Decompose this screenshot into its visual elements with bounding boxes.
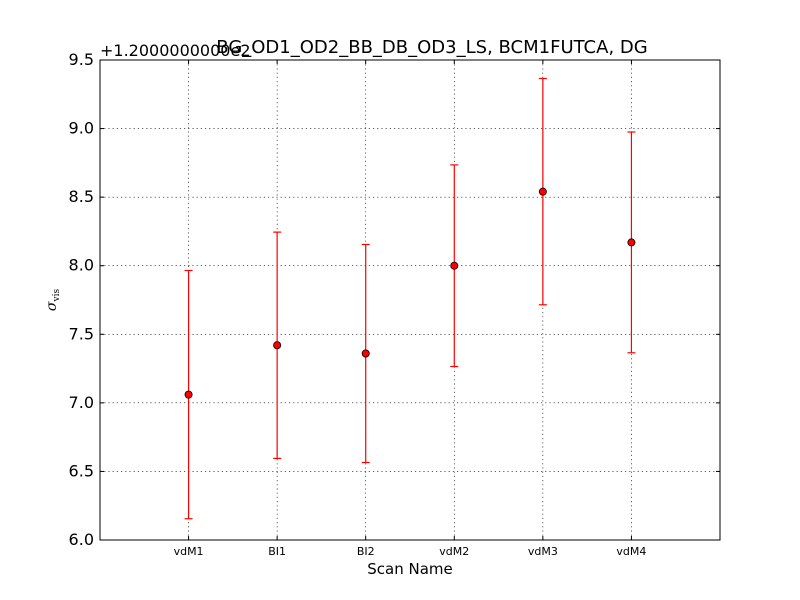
data-point — [450, 261, 459, 270]
x-tick-label: vdM3 — [528, 545, 558, 558]
y-tick-label: 8.5 — [69, 187, 94, 206]
y-tick-label: 9.0 — [69, 119, 94, 138]
data-point — [361, 349, 370, 358]
x-axis-ticks: vdM1 BI1 BI2 vdM2 vdM3 vdM4 — [174, 60, 646, 558]
data-point — [627, 238, 636, 247]
y-tick-label: 6.0 — [69, 530, 94, 549]
y-tick-label: 7.5 — [69, 324, 94, 343]
x-axis-label: Scan Name — [367, 560, 453, 578]
y-axis-label: σvis — [44, 289, 62, 312]
x-tick-label: vdM1 — [174, 545, 204, 558]
y-tick-label: 9.5 — [69, 50, 94, 69]
data-point — [184, 390, 193, 399]
x-tick-label: BI2 — [357, 545, 375, 558]
plot-frame — [99, 59, 721, 541]
data-point — [273, 341, 282, 350]
data-point — [538, 187, 547, 196]
x-tick-label: vdM2 — [439, 545, 469, 558]
y-axis-ticks: 6.0 6.5 7.0 7.5 8.0 8.5 9.0 9.5 — [69, 50, 720, 549]
x-tick-label: BI1 — [268, 545, 286, 558]
series-layer — [184, 77, 636, 520]
y-tick-label: 7.0 — [69, 393, 94, 412]
y-tick-label: 6.5 — [69, 461, 94, 480]
grid-layer — [100, 60, 720, 540]
chart-title: BG_OD1_OD2_BB_DB_OD3_LS, BCM1FUTCA, DG — [216, 37, 647, 58]
axis-offset-text: +1.2000000000e2 — [100, 41, 251, 60]
y-axis-label-sub: vis — [52, 289, 62, 303]
y-axis-label-sigma: σ — [44, 301, 60, 311]
x-tick-label: vdM4 — [616, 545, 646, 558]
y-tick-label: 8.0 — [69, 256, 94, 275]
